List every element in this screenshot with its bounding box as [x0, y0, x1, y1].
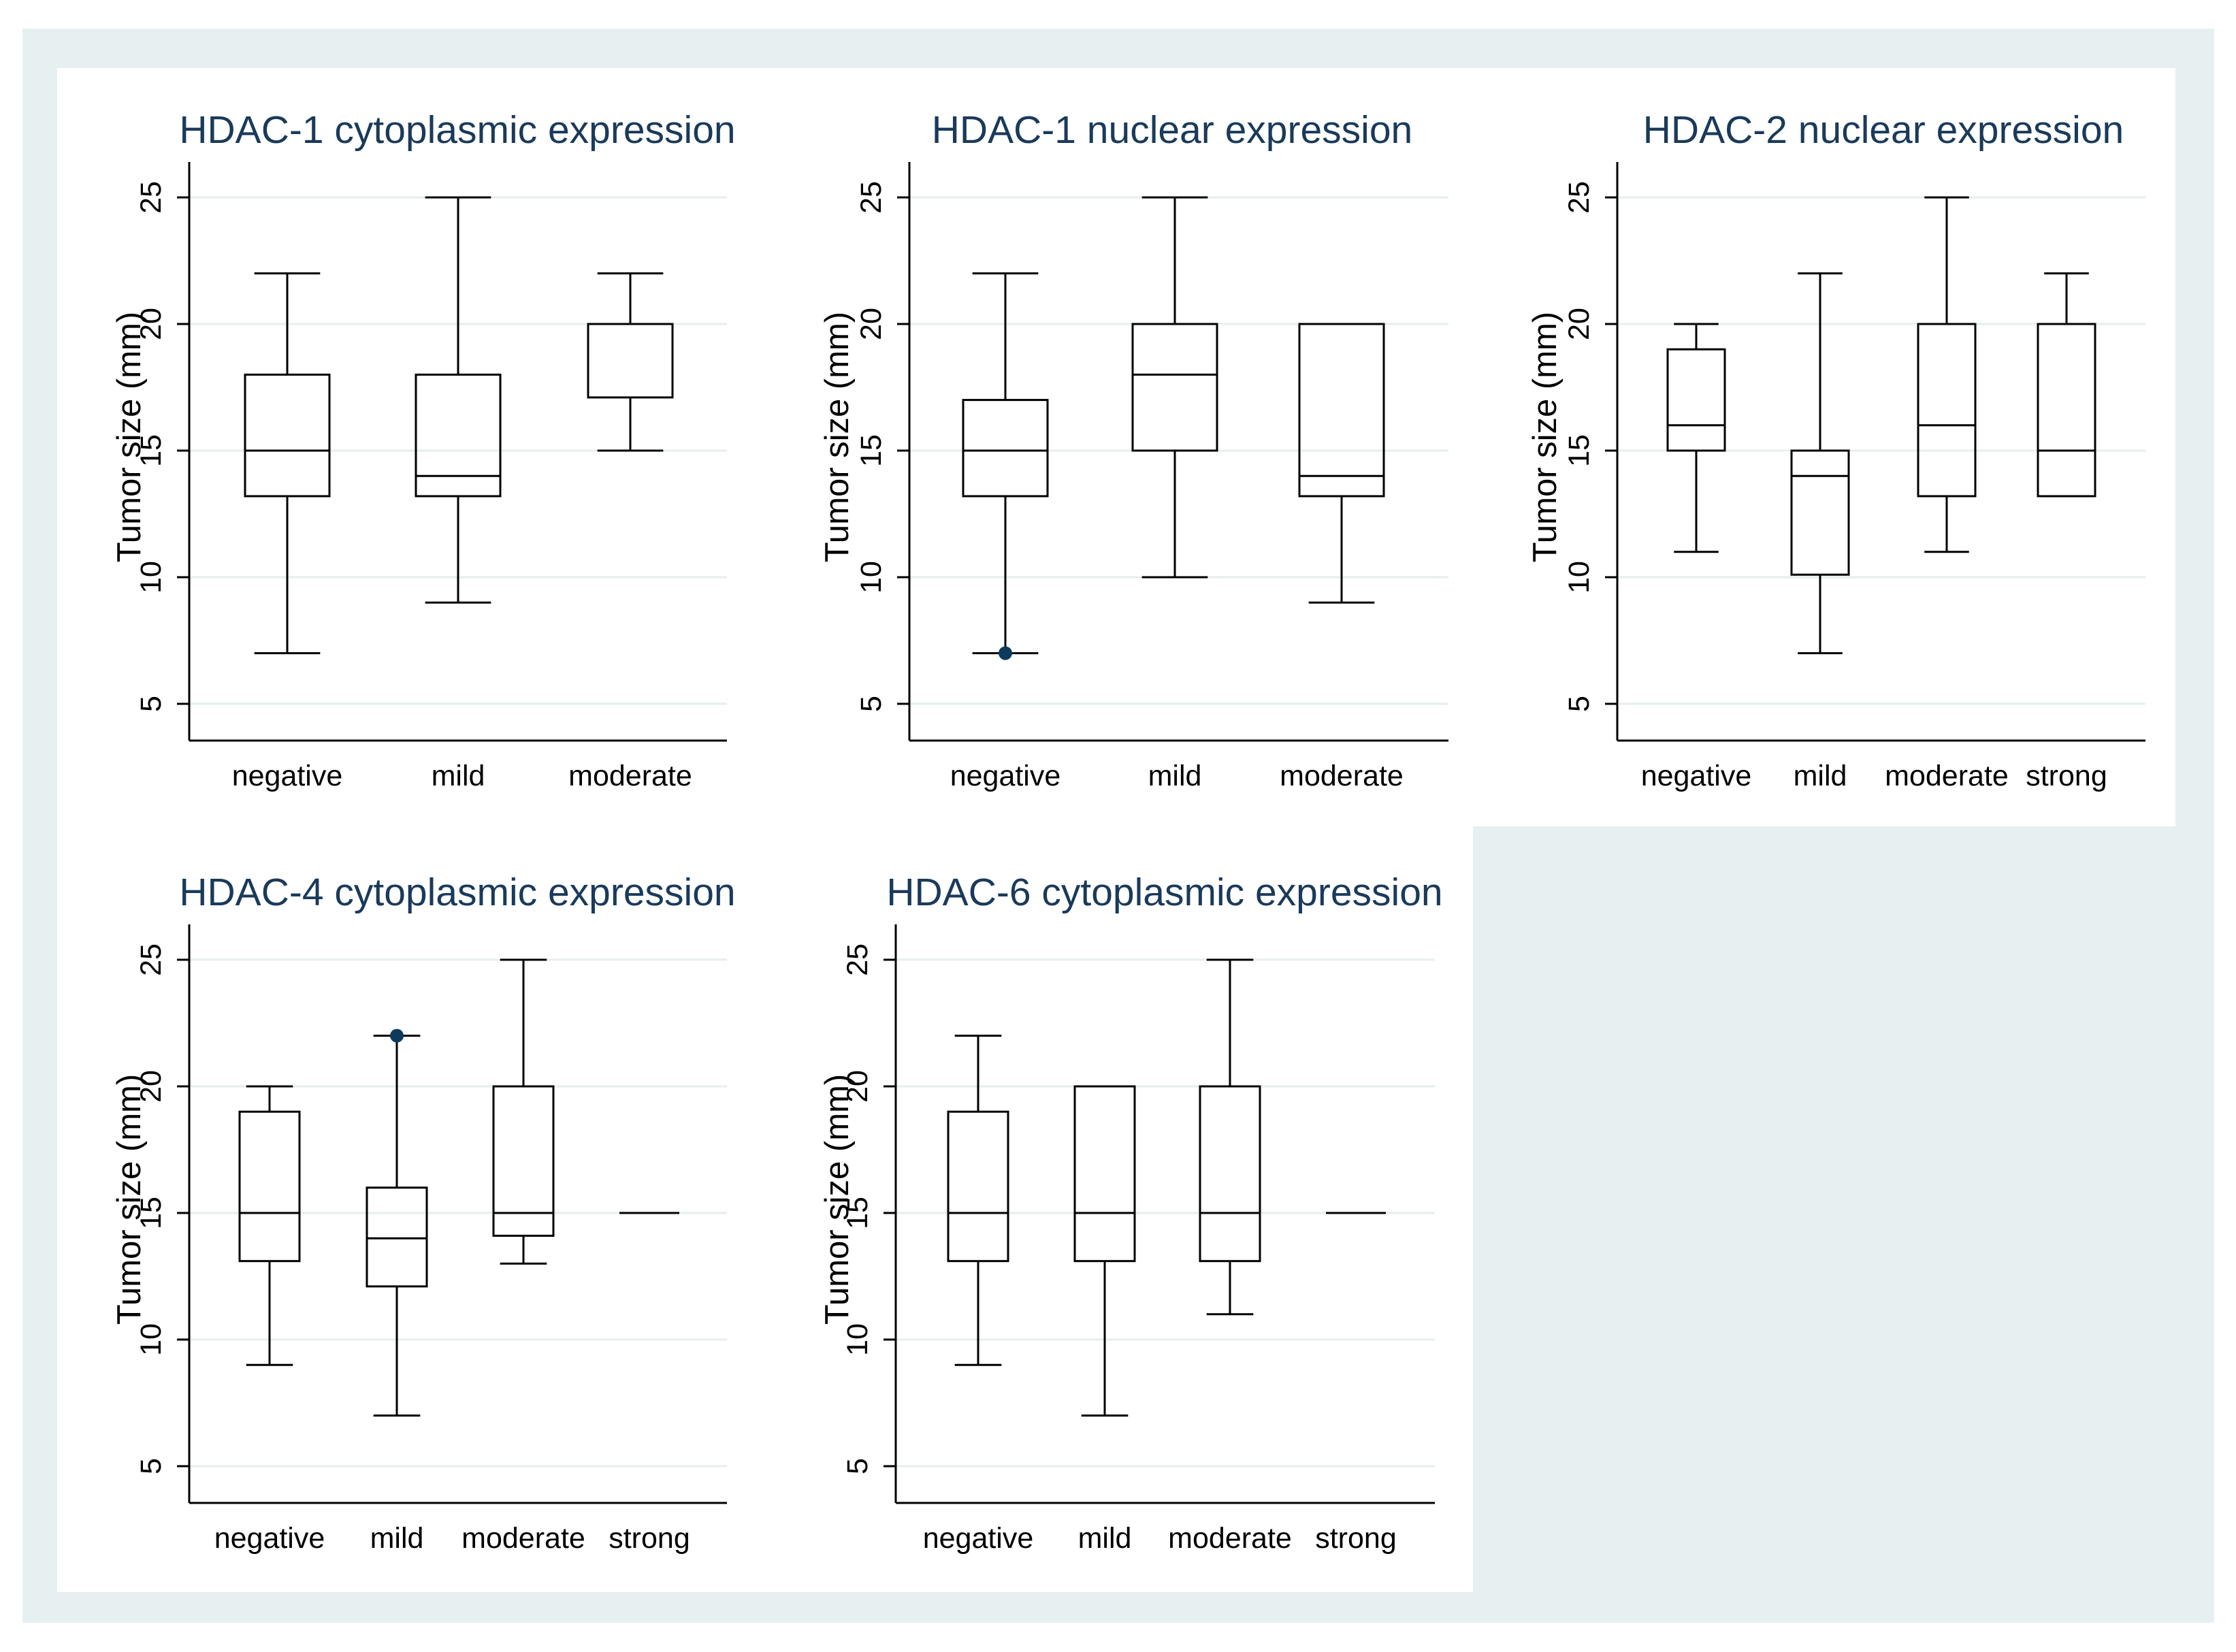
box-iqr: [492, 1085, 555, 1237]
box-mild: [1131, 196, 1218, 579]
box-iqr: [238, 1110, 301, 1263]
y-tick-label: 10: [841, 1323, 874, 1356]
box-iqr: [1917, 323, 1977, 498]
y-tick-label: 25: [841, 943, 874, 976]
outlier-point: [999, 646, 1012, 660]
y-tick-label: 25: [135, 943, 167, 976]
x-category-label: moderate: [1280, 760, 1404, 792]
box-strong: [2037, 272, 2096, 498]
y-axis-title: Tumor size (mm): [1527, 312, 1563, 562]
x-category-label: mild: [1078, 1522, 1132, 1555]
box-iqr: [1199, 1085, 1261, 1263]
x-category-label: strong: [1315, 1522, 1397, 1555]
box-negative: [1666, 323, 1726, 553]
box-mild: [1073, 1085, 1136, 1417]
box-negative: [238, 1085, 301, 1366]
bottom-row-panel: [57, 826, 1473, 1592]
y-tick-label: 5: [841, 1458, 874, 1474]
box-moderate: [1199, 958, 1261, 1316]
y-tick-label: 15: [135, 1197, 167, 1229]
chart-panel-5: 5 10 15 20 25 HDAC-6 cytoplasmic expression Tu…: [819, 871, 1443, 1555]
y-tick-label: 20: [1563, 308, 1595, 340]
box-iqr: [1131, 323, 1218, 452]
box-iqr: [962, 399, 1049, 498]
x-category-label: mild: [432, 760, 485, 792]
box-iqr: [587, 323, 674, 399]
y-axis-title: Tumor size (mm): [819, 1074, 856, 1325]
top-row-panel: [57, 68, 2175, 826]
y-tick-label: 5: [135, 1458, 167, 1474]
x-category-label: mild: [370, 1522, 424, 1555]
box-moderate: [492, 958, 555, 1265]
y-tick-label: 10: [135, 561, 167, 594]
y-tick-label: 20: [135, 308, 167, 340]
chart-panel-3: 5 10 15 20 25 HDAC-2 nuclear expression Tumor …: [1527, 108, 2145, 792]
y-tick-label: 25: [1563, 181, 1595, 214]
chart-panel-4: 5 10 15 20 25 HDAC-4 cytoplasmic expression Tu…: [111, 871, 736, 1555]
y-tick-label: 25: [855, 181, 888, 214]
y-tick-label: 5: [135, 696, 167, 712]
box-mild: [366, 1029, 428, 1417]
y-tick-label: 15: [855, 434, 888, 467]
x-category-label: moderate: [1885, 760, 2009, 792]
y-tick-label: 25: [135, 181, 167, 214]
chart-title: HDAC-4 cytoplasmic expression: [179, 871, 735, 914]
y-tick-label: 10: [135, 1323, 167, 1356]
y-tick-label: 10: [1563, 561, 1595, 594]
y-tick-label: 5: [1563, 696, 1595, 712]
x-category-label: moderate: [568, 760, 692, 792]
y-axis-title: Tumor size (mm): [819, 312, 856, 562]
x-category-label: strong: [609, 1522, 690, 1555]
outlier-point: [390, 1029, 404, 1043]
box-iqr: [1790, 449, 1850, 576]
box-negative: [244, 272, 331, 655]
y-tick-label: 20: [135, 1070, 167, 1103]
x-category-label: negative: [923, 1522, 1034, 1555]
y-tick-label: 15: [135, 434, 167, 467]
box-iqr: [2037, 323, 2096, 498]
y-tick-label: 15: [841, 1197, 874, 1229]
x-category-label: mild: [1148, 760, 1202, 792]
x-category-label: moderate: [1168, 1522, 1292, 1555]
chart-title: HDAC-1 cytoplasmic expression: [179, 108, 735, 152]
x-category-label: moderate: [461, 1522, 585, 1555]
box-negative: [962, 272, 1049, 660]
box-iqr: [1666, 348, 1726, 452]
box-moderate: [1298, 323, 1385, 604]
box-iqr: [244, 373, 331, 498]
chart-panel-1: 5 10 15 20 25 HDAC-1 cytoplasmic expression Tu…: [111, 108, 736, 792]
box-negative: [947, 1035, 1009, 1366]
y-tick-label: 5: [855, 696, 888, 712]
chart-panel-2: 5 10 15 20 25 HDAC-1 nuclear expression Tumor …: [819, 108, 1448, 792]
chart-title: HDAC-6 cytoplasmic expression: [886, 871, 1442, 914]
box-iqr: [415, 373, 502, 498]
box-iqr: [1073, 1085, 1136, 1263]
box-moderate: [1917, 196, 1977, 553]
box-moderate: [587, 272, 674, 452]
x-category-label: negative: [1641, 760, 1752, 792]
y-axis-title: Tumor size (mm): [111, 312, 148, 562]
box-iqr: [366, 1186, 428, 1288]
x-category-label: negative: [214, 1522, 325, 1555]
chart-title: HDAC-1 nuclear expression: [932, 108, 1412, 152]
y-axis-title: Tumor size (mm): [111, 1074, 148, 1325]
y-tick-label: 20: [841, 1070, 874, 1103]
y-tick-label: 15: [1563, 434, 1595, 467]
chart-title: HDAC-2 nuclear expression: [1643, 108, 2124, 152]
y-tick-label: 20: [855, 308, 888, 340]
x-category-label: mild: [1794, 760, 1847, 792]
x-category-label: strong: [2026, 760, 2107, 792]
box-iqr: [947, 1110, 1009, 1263]
y-tick-label: 10: [855, 561, 888, 594]
box-mild: [415, 196, 502, 604]
box-iqr: [1298, 323, 1385, 498]
box-mild: [1790, 272, 1850, 655]
x-category-label: negative: [950, 760, 1061, 792]
x-category-label: negative: [232, 760, 343, 792]
